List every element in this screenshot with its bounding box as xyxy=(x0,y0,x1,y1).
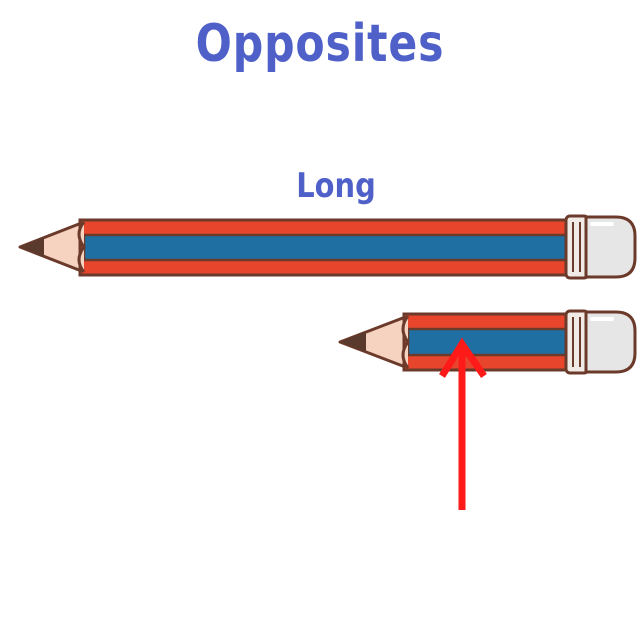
short-pencil xyxy=(338,309,637,375)
long-pencil-eraser xyxy=(584,215,637,279)
long-pencil-lead xyxy=(20,237,44,257)
up-arrow-icon xyxy=(439,337,487,510)
short-pencil-eraser xyxy=(584,310,637,374)
long-label: Long xyxy=(296,166,376,206)
long-pencil xyxy=(18,214,637,280)
page-title: Opposites xyxy=(195,14,445,74)
short-pencil-lead xyxy=(340,332,366,352)
